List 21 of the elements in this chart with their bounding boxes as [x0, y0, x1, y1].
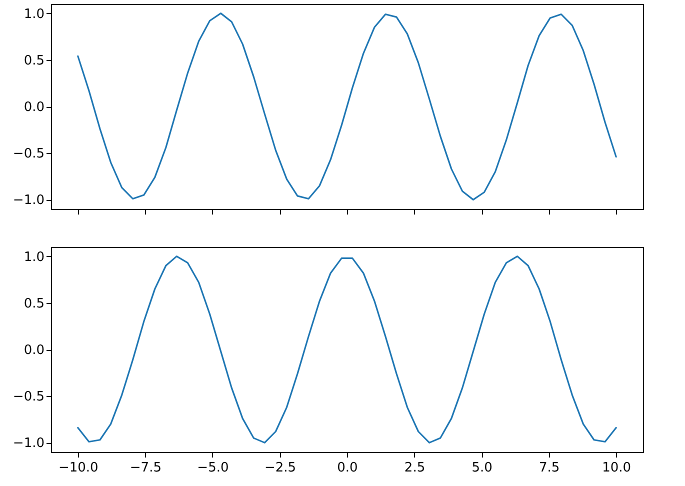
- line-series: [77, 12, 617, 200]
- y-tick-label: −1.0: [12, 436, 44, 452]
- y-tick-label: 0.5: [24, 296, 44, 312]
- y-tick-label: 0.0: [24, 100, 44, 115]
- y-tick-label: −1.0: [12, 193, 44, 208]
- x-tick-label: −5.0: [197, 460, 229, 476]
- x-tick-label: −2.5: [264, 460, 296, 476]
- y-tick-label: 0.5: [24, 53, 44, 68]
- x-tick-label: 7.5: [538, 460, 560, 476]
- x-tick-label: −7.5: [130, 460, 162, 476]
- y-tick-label: −0.5: [12, 146, 44, 162]
- x-tick-label: −10.0: [58, 460, 98, 476]
- line-series: [77, 256, 617, 444]
- x-tick-label: 2.5: [404, 460, 426, 476]
- x-tick-label: 10.0: [602, 460, 632, 476]
- x-tick-label: 0.0: [337, 460, 358, 476]
- y-tick-label: 1.0: [24, 6, 44, 22]
- x-tick-label: 5.0: [472, 460, 492, 476]
- y-tick-label: −0.5: [12, 390, 44, 405]
- y-tick-label: 1.0: [24, 250, 44, 265]
- y-tick-label: 0.0: [24, 343, 44, 358]
